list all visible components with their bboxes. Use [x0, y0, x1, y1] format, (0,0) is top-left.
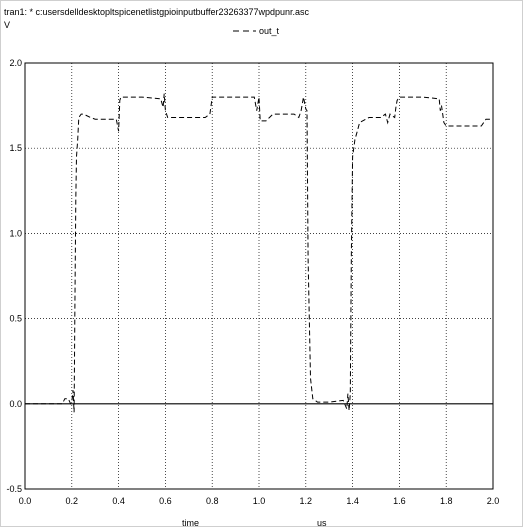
x-tick-label: 2.0: [487, 496, 500, 506]
y-tick-label: 2.0: [9, 58, 22, 68]
y-tick-label: 1.0: [9, 228, 22, 238]
y-tick-labels: -0.5 0.0 0.5 1.0 1.5 2.0: [6, 58, 22, 494]
x-tick-label: 1.2: [300, 496, 313, 506]
x-tick-label: 0.6: [159, 496, 172, 506]
x-tick-label: 1.6: [393, 496, 406, 506]
x-tick-label: 1.4: [346, 496, 359, 506]
x-tick-label: 1.0: [253, 496, 266, 506]
legend-label: out_t: [259, 26, 280, 36]
y-tick-label: -0.5: [6, 484, 22, 494]
x-tick-label: 0.8: [206, 496, 219, 506]
x-axis-unit: us: [317, 518, 327, 528]
y-tick-label: 1.5: [9, 143, 22, 153]
y-tick-label: 0.5: [9, 314, 22, 324]
grid: [25, 63, 493, 489]
x-axis-label: time: [182, 518, 199, 528]
x-tick-labels: 0.0 0.2 0.4 0.6 0.8 1.0 1.2 1.4 1.6 1.8 2.0: [19, 496, 500, 506]
x-tick-label: 0.4: [112, 496, 125, 506]
y-tick-label: 0.0: [9, 399, 22, 409]
legend: out_t: [233, 26, 280, 36]
x-tick-label: 1.8: [440, 496, 453, 506]
x-tick-label: 0.2: [66, 496, 79, 506]
x-tick-label: 0.0: [19, 496, 32, 506]
